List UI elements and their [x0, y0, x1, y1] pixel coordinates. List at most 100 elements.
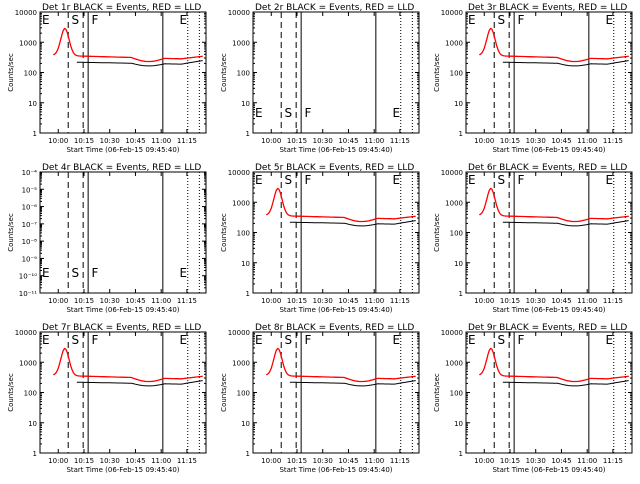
event-marker-label: S: [72, 333, 80, 347]
event-marker-label: E: [605, 333, 613, 347]
event-marker-label: F: [517, 13, 524, 27]
x-tick-label: 10:15: [287, 297, 307, 305]
y-tick-label: 1: [459, 130, 463, 138]
x-tick-label: 10:45: [338, 137, 358, 145]
x-tick-label: 11:00: [364, 297, 384, 305]
events-series-line: [502, 380, 629, 387]
event-marker-label: S: [72, 13, 80, 27]
y-tick-label: 10: [28, 100, 37, 108]
x-tick-label: 10:45: [551, 137, 571, 145]
y-tick-label: 10: [454, 260, 463, 268]
event-marker-label: S: [72, 266, 80, 280]
x-tick-label: 10:00: [474, 297, 494, 305]
event-marker-label: S: [285, 106, 293, 120]
y-tick-label: 100: [24, 390, 37, 398]
panel-title: Det 5r BLACK = Events, RED = LLD: [255, 163, 414, 173]
event-marker-label: E: [392, 106, 400, 120]
x-tick-label: 10:15: [500, 457, 520, 465]
x-tick-label: 11:00: [151, 297, 171, 305]
event-marker-label: F: [304, 173, 311, 187]
event-marker-label: F: [517, 333, 524, 347]
event-marker-label: E: [42, 266, 50, 280]
x-tick-label: 10:30: [526, 297, 546, 305]
y-tick-label: 10: [454, 100, 463, 108]
plot-frame: [465, 11, 633, 134]
event-marker-label: F: [91, 266, 98, 280]
x-tick-label: 10:00: [474, 457, 494, 465]
panel-det-4: Det 4r BLACK = Events, RED = LLD 10⁻¹¹ 10⁻…: [7, 163, 207, 314]
event-marker-label: F: [304, 106, 311, 120]
y-tick-label: 1000: [19, 359, 37, 367]
y-axis-label: Counts/sec: [220, 213, 228, 252]
x-tick-label: 10:15: [287, 457, 307, 465]
events-series-line: [76, 380, 203, 387]
event-marker-label: E: [468, 13, 476, 27]
y-tick-label: 10⁻⁸: [22, 238, 38, 246]
event-marker-label: E: [255, 173, 263, 187]
y-tick-label: 1: [246, 450, 250, 458]
y-tick-label: 100: [237, 230, 250, 238]
plot-frame: [465, 171, 633, 294]
y-tick-label: 100: [24, 70, 37, 78]
events-series-line: [502, 60, 629, 67]
event-marker-label: S: [498, 173, 506, 187]
y-tick-label: 10000: [441, 169, 463, 177]
y-tick-label: 10⁻¹¹: [19, 290, 37, 298]
x-tick-label: 10:45: [125, 457, 145, 465]
lld-series-line: [479, 27, 629, 63]
x-axis-label: Start Time (06-Feb-15 09:45:40): [279, 146, 392, 154]
events-series-line: [289, 220, 416, 227]
x-tick-label: 10:30: [100, 457, 120, 465]
panel-title: Det 8r BLACK = Events, RED = LLD: [255, 323, 414, 333]
y-tick-label: 100: [237, 70, 250, 78]
event-marker-label: E: [468, 333, 476, 347]
x-tick-label: 11:15: [603, 297, 623, 305]
y-tick-label: 100: [237, 390, 250, 398]
x-tick-label: 10:15: [287, 137, 307, 145]
panel-det-1: Det 1r BLACK = Events, RED = LLD 1 10 100 10…: [7, 3, 207, 154]
event-marker-label: S: [285, 173, 293, 187]
x-tick-label: 10:00: [48, 137, 68, 145]
y-axis-label: Counts/sec: [7, 53, 15, 92]
y-tick-label: 10⁻⁴: [22, 169, 38, 177]
x-tick-label: 11:00: [151, 457, 171, 465]
y-axis-label: Counts/sec: [220, 53, 228, 92]
y-axis-label: Counts/sec: [433, 53, 441, 92]
y-tick-label: 1: [459, 290, 463, 298]
event-marker-label: E: [392, 173, 400, 187]
event-marker-label: E: [42, 13, 50, 27]
x-tick-label: 10:45: [125, 297, 145, 305]
y-tick-label: 1000: [445, 39, 463, 47]
x-tick-label: 10:45: [551, 297, 571, 305]
event-marker-label: E: [255, 106, 263, 120]
y-axis-label: Counts/sec: [7, 213, 15, 252]
plot-frame: [39, 331, 207, 454]
y-tick-label: 10000: [228, 9, 250, 17]
x-tick-label: 10:30: [526, 137, 546, 145]
y-tick-label: 10: [454, 420, 463, 428]
x-tick-label: 11:15: [390, 457, 410, 465]
x-axis-label: Start Time (06-Feb-15 09:45:40): [66, 466, 179, 474]
event-marker-label: E: [605, 13, 613, 27]
lld-series-line: [266, 347, 416, 383]
x-tick-label: 11:00: [364, 137, 384, 145]
y-tick-label: 10: [241, 260, 250, 268]
panel-det-2: Det 2r BLACK = Events, RED = LLD 1 10 100 10…: [220, 3, 420, 154]
event-marker-label: F: [304, 333, 311, 347]
y-tick-label: 10000: [15, 329, 37, 337]
event-marker-label: S: [285, 333, 293, 347]
x-axis-label: Start Time (06-Feb-15 09:45:40): [279, 306, 392, 314]
x-tick-label: 10:45: [338, 457, 358, 465]
x-tick-label: 10:30: [313, 137, 333, 145]
x-tick-label: 11:15: [177, 137, 197, 145]
events-series-line: [502, 220, 629, 227]
plot-frame: [252, 331, 420, 454]
y-tick-label: 10⁻⁹: [22, 255, 38, 263]
event-marker-label: F: [91, 13, 98, 27]
event-marker-label: E: [179, 266, 187, 280]
x-tick-label: 10:00: [261, 137, 281, 145]
y-tick-label: 1000: [232, 199, 250, 207]
event-marker-label: E: [255, 333, 263, 347]
x-tick-label: 11:00: [577, 137, 597, 145]
